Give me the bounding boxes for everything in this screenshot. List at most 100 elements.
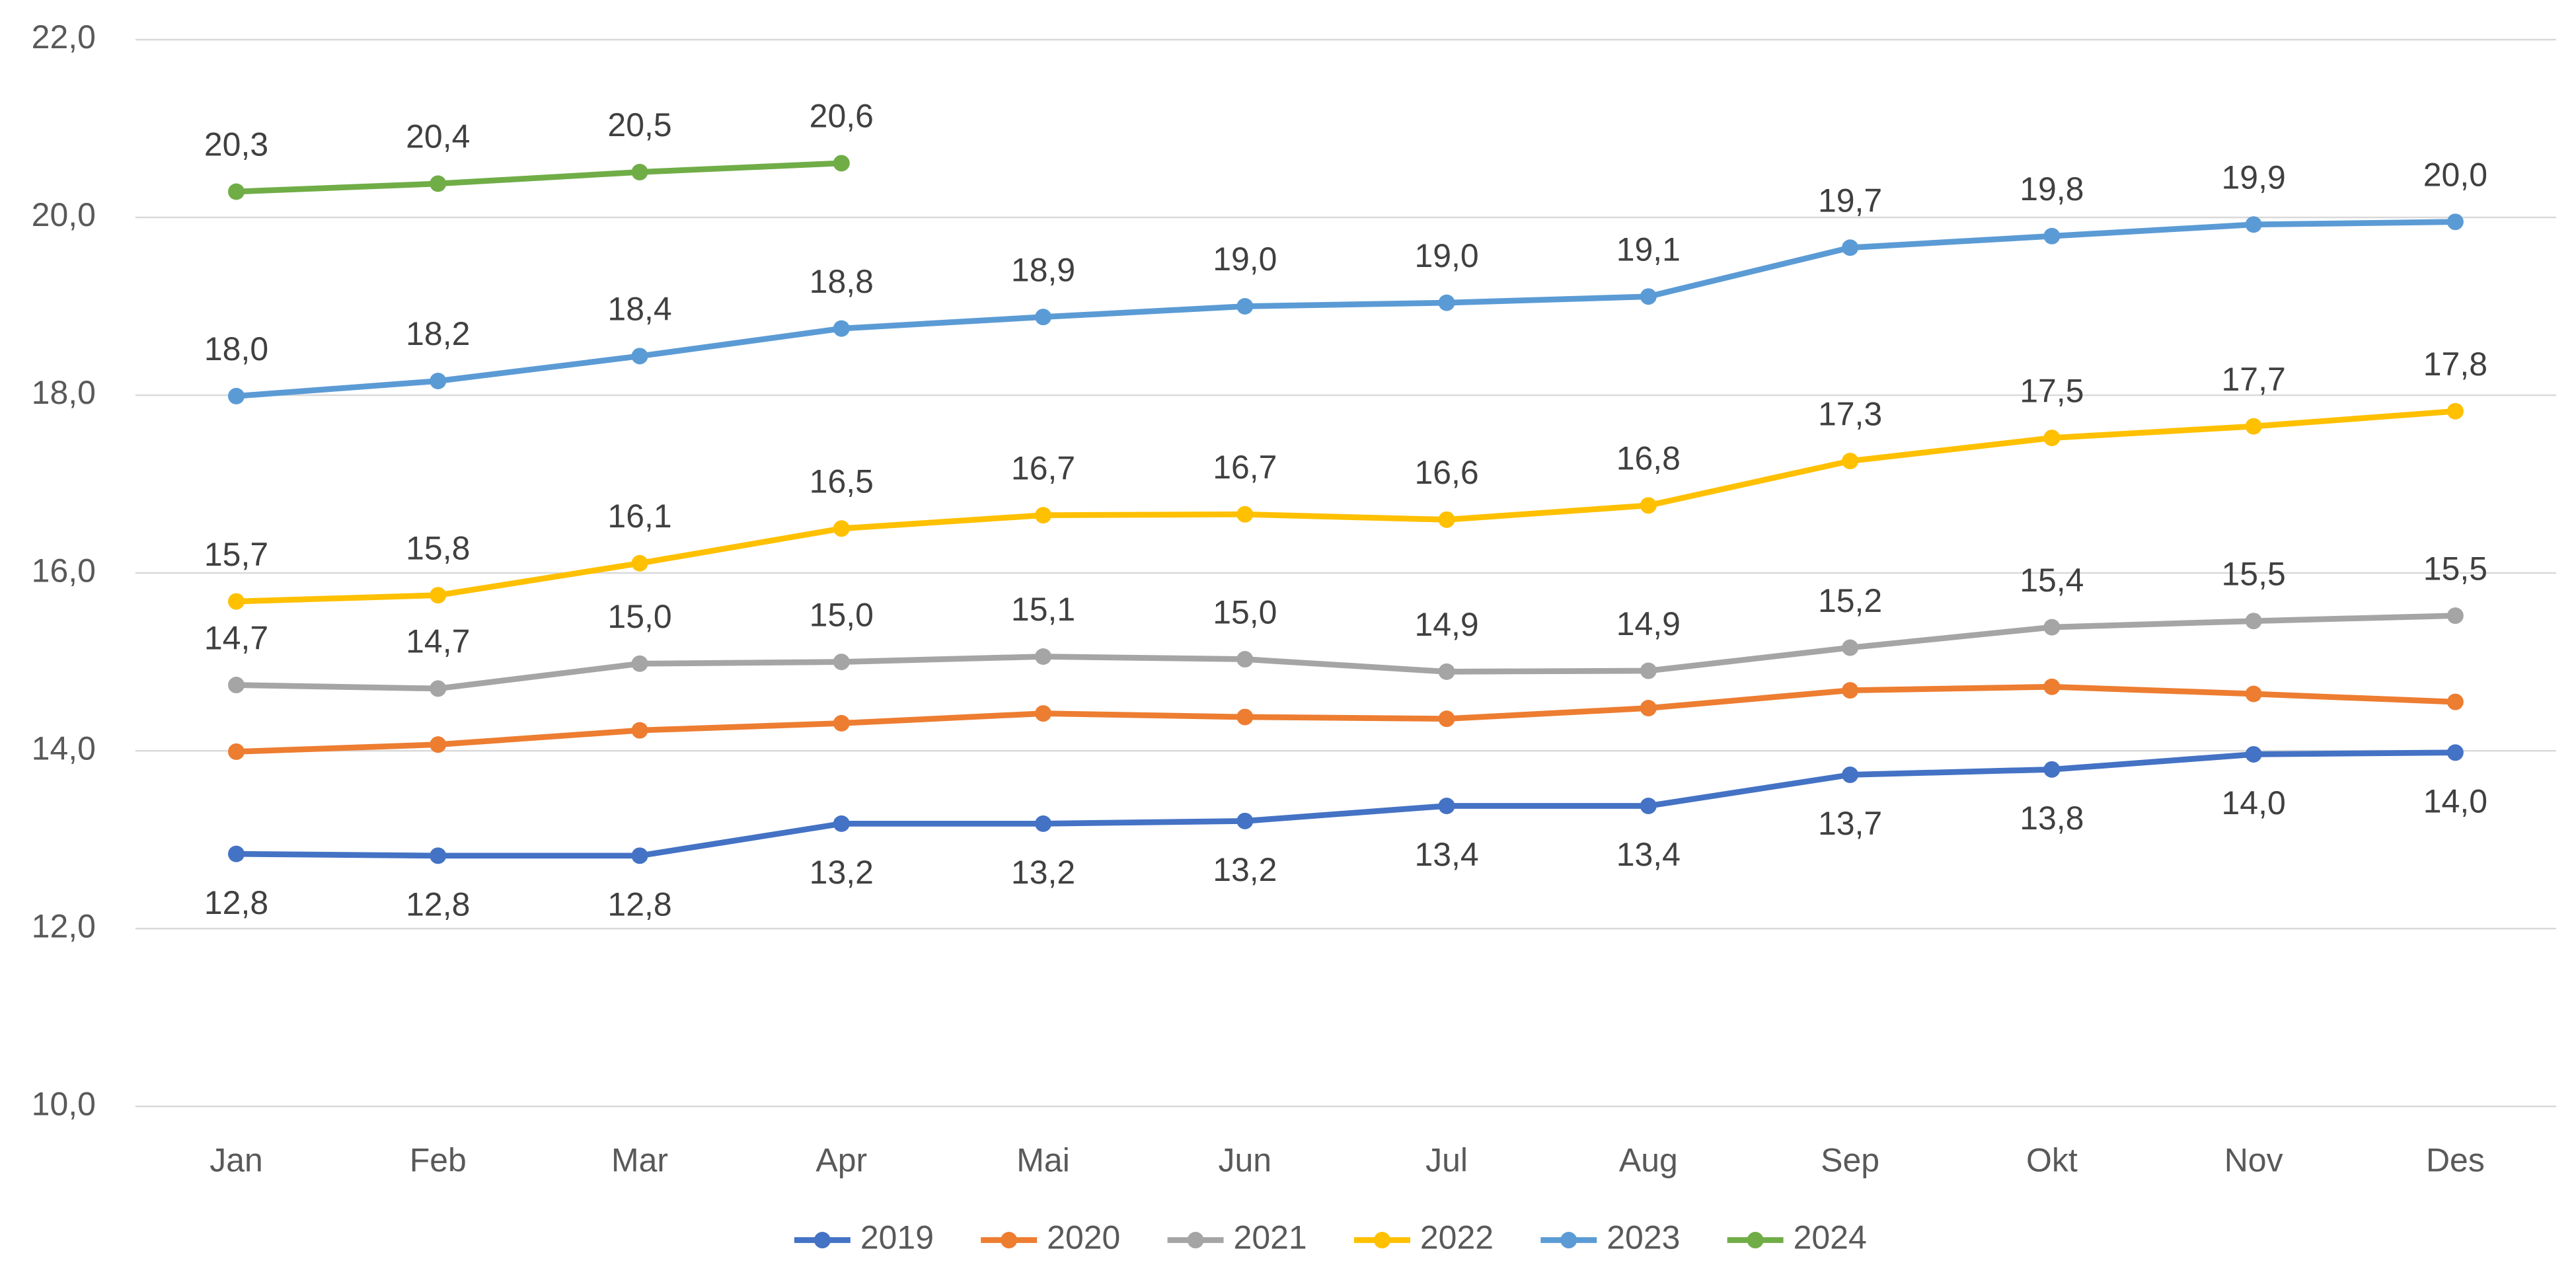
data-point [833,520,850,537]
x-tick-label: Nov [2224,1141,2283,1178]
data-label: 17,3 [1818,395,1882,432]
data-point [1640,288,1657,305]
data-point [1842,239,1859,256]
legend-item: 2021 [1167,1219,1307,1256]
data-point [1236,651,1254,668]
data-label: 15,0 [810,596,874,633]
data-point [1236,812,1254,829]
data-label: 12,8 [406,886,470,923]
y-tick-label: 14,0 [32,730,96,767]
legend-label: 2023 [1607,1219,1680,1256]
data-point [2245,685,2262,702]
data-point [430,847,447,864]
data-label: 16,7 [1011,449,1075,486]
x-tick-label: Jun [1219,1141,1272,1178]
series-line [236,749,2456,859]
data-label: 20,6 [810,98,874,135]
data-point [228,183,245,200]
data-label: 17,7 [2221,361,2285,398]
series-line [236,408,2456,605]
data-point [1640,700,1657,717]
data-label: 15,4 [2020,562,2084,599]
legend-marker [1187,1232,1204,1249]
series-line [236,683,2456,755]
data-label: 13,2 [810,854,874,891]
legend-marker [814,1232,831,1249]
data-label: 18,8 [810,263,874,300]
y-tick-label: 12,0 [32,907,96,944]
data-label: 16,1 [607,498,671,535]
series-line [236,160,842,195]
y-tick-label: 16,0 [32,552,96,589]
data-label: 15,5 [2221,555,2285,592]
data-label: 18,0 [204,330,268,367]
data-label: 15,7 [204,536,268,573]
data-point [631,722,648,739]
data-point [833,654,850,671]
data-point [2043,678,2061,695]
data-label: 18,2 [406,315,470,352]
x-tick-label: Des [2426,1141,2485,1178]
data-point [833,714,850,732]
data-label: 19,8 [2020,170,2084,208]
legend-label: 2019 [860,1219,934,1256]
data-point [2245,418,2262,435]
data-point [1236,506,1254,523]
data-point [1842,639,1859,656]
legend-label: 2022 [1420,1219,1494,1256]
data-label: 20,4 [406,118,470,155]
data-point [1842,453,1859,470]
legend-marker [1373,1232,1390,1249]
legend-marker [1001,1232,1018,1249]
data-point [1640,662,1657,679]
data-label: 14,0 [2423,782,2487,819]
data-point [2245,745,2262,763]
legend-item: 2020 [981,1219,1120,1256]
data-point [1035,648,1052,665]
data-point [1438,294,1455,311]
data-label: 15,0 [1213,593,1277,630]
data-point [430,373,447,389]
x-tick-label: Sep [1821,1141,1879,1178]
data-point [1438,511,1455,528]
data-point [430,680,447,697]
data-point [228,677,245,694]
data-point [1035,815,1052,832]
data-point [2043,619,2061,636]
x-tick-label: Apr [815,1141,867,1178]
data-label: 12,8 [607,886,671,923]
legend-label: 2024 [1794,1219,1867,1256]
data-label: 15,8 [406,529,470,566]
data-label: 15,5 [2423,550,2487,587]
data-point [1640,497,1657,514]
data-label: 13,2 [1213,851,1277,888]
legend-item: 2022 [1353,1219,1494,1256]
data-point [1438,797,1455,814]
data-point [2446,693,2464,710]
legend-label: 2021 [1234,1219,1307,1256]
data-point [631,163,648,180]
data-point [833,320,850,337]
x-tick-label: Feb [410,1141,467,1178]
y-tick-label: 10,0 [32,1085,96,1122]
data-point [430,587,447,604]
data-point [1236,708,1254,726]
data-point [1035,507,1052,524]
legend-label: 2020 [1047,1219,1120,1256]
data-label: 19,9 [2221,159,2285,196]
data-point [1640,797,1657,814]
y-tick-label: 20,0 [32,196,96,233]
data-label: 18,9 [1011,251,1075,288]
data-label: 16,6 [1414,454,1478,491]
data-label: 17,8 [2423,346,2487,383]
data-label: 15,0 [607,598,671,635]
data-label: 20,0 [2423,156,2487,193]
data-label: 19,0 [1414,237,1478,274]
data-point [228,743,245,760]
data-label: 14,9 [1414,606,1478,643]
data-label: 13,2 [1011,854,1075,891]
y-tick-label: 22,0 [32,19,96,56]
x-tick-label: Mai [1016,1141,1070,1178]
x-tick-label: Jul [1425,1141,1468,1178]
